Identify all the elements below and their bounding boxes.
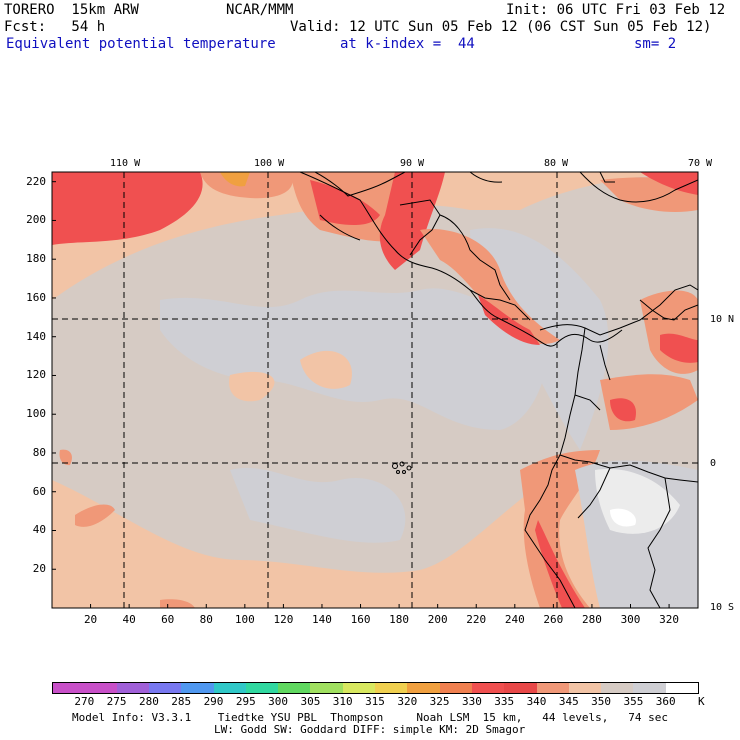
colorbar-swatch (84, 682, 118, 694)
x-grid-label: 60 (161, 613, 175, 626)
colorbar-swatch (278, 682, 311, 694)
colorbar-swatch (116, 682, 150, 694)
lon-label-110w: 110 W (110, 158, 141, 169)
colorbar-label: 280 (138, 695, 159, 708)
lon-label-100w: 100 W (254, 158, 285, 169)
lon-label-80w: 80 W (544, 158, 569, 169)
colorbar-label: 335 (494, 695, 515, 708)
physics-info: LW: Godd SW: Goddard DIFF: simple KM: 2D… (214, 723, 526, 736)
colorbar-label: 360 (655, 695, 676, 708)
y-grid-label: 220 (26, 174, 46, 188)
colorbar-label: 285 (171, 695, 192, 708)
colorbar-swatch (342, 682, 376, 694)
colorbar-swatch (665, 682, 700, 694)
y-grid-label: 200 (26, 213, 46, 227)
y-grid-label: 180 (26, 252, 46, 266)
colorbar-swatch (52, 682, 86, 694)
colorbar-label: 295 (235, 695, 256, 708)
colorbar-swatch (568, 682, 602, 694)
colorbar-label: 290 (203, 695, 224, 708)
axis-ticks (52, 181, 670, 608)
x-grid-label: 100 (234, 613, 255, 626)
colorbar-swatch (471, 682, 505, 694)
lon-label-70w: 70 W (688, 158, 713, 169)
colorbar-swatch (439, 682, 473, 694)
colorbar-swatch (601, 682, 634, 694)
forecast-hour: Fcst: 54 h (4, 19, 106, 35)
x-grid-label: 120 (273, 613, 294, 626)
colorbar-swatch (504, 682, 537, 694)
x-grid-label: 220 (466, 613, 487, 626)
model-title: TORERO 15km ARW (4, 2, 139, 18)
colorbar-swatch (407, 682, 441, 694)
x-grid-label: 140 (312, 613, 332, 626)
x-grid-label: 280 (582, 613, 602, 626)
colorbar-label: 275 (106, 695, 127, 708)
y-grid-label: 160 (26, 290, 46, 304)
colorbar-label: 305 (300, 695, 321, 708)
x-grid-label: 80 (199, 613, 213, 626)
valid-time: Valid: 12 UTC Sun 05 Feb 12 (06 CST Sun … (290, 19, 712, 35)
colorbar-label: 330 (461, 695, 482, 708)
colorbar-unit: K (698, 695, 705, 708)
x-grid-label: 300 (620, 613, 641, 626)
colorbar-label: 350 (591, 695, 612, 708)
y-grid-label: 40 (32, 523, 46, 537)
coastlines (299, 172, 698, 608)
colorbar-label: 310 (332, 695, 353, 708)
x-grid-label: 180 (389, 613, 410, 626)
y-grid-label: 80 (32, 445, 46, 459)
x-grid-label: 200 (427, 613, 448, 626)
map-frame (51, 171, 699, 609)
colorbar-label: 325 (429, 695, 450, 708)
y-grid-label: 100 (26, 407, 46, 421)
colorbar-swatch (181, 682, 214, 694)
y-grid-label: 60 (32, 484, 46, 498)
y-grid-label: 20 (32, 562, 46, 576)
lat-label-10s: 10 S (710, 602, 735, 613)
x-grid-label: 40 (122, 613, 136, 626)
lon-label-90w: 90 W (400, 158, 425, 169)
colorbar-label: 345 (558, 695, 579, 708)
lat-label-10n: 10 N (710, 314, 735, 325)
lat-label-0: 0 (710, 458, 717, 469)
y-grid-label: 140 (26, 329, 46, 343)
latlon-grid (52, 172, 698, 608)
x-grid-label: 20 (83, 613, 98, 626)
field-name: Equivalent potential temperature (6, 36, 276, 52)
colorbar-swatch (633, 682, 667, 694)
colorbar-label: 340 (526, 695, 547, 708)
colorbar-swatch (245, 682, 279, 694)
colorbar-swatch (375, 682, 408, 694)
x-grid-label: 260 (543, 613, 564, 626)
colorbar-label: 315 (365, 695, 385, 708)
colorbar-label: 270 (74, 695, 95, 708)
colorbar-swatch (148, 682, 182, 694)
temperature-field (52, 172, 698, 608)
colorbar-swatch (213, 682, 247, 694)
y-grid-label: 120 (26, 368, 46, 382)
x-grid-label: 320 (659, 613, 679, 626)
smoothing-info: sm= 2 (634, 36, 677, 52)
colorbar-label: 320 (397, 695, 418, 708)
level-info: at k-index = 44 (340, 36, 475, 52)
colorbar-swatch (536, 682, 570, 694)
center-name: NCAR/MMM (226, 2, 294, 18)
colorbar-label: 300 (268, 695, 289, 708)
x-grid-label: 160 (350, 613, 371, 626)
colorbar-label: 355 (623, 695, 644, 708)
x-grid-label: 240 (504, 613, 525, 626)
colorbar-swatch (310, 682, 344, 694)
init-time: Init: 06 UTC Fri 03 Feb 12 (506, 2, 726, 18)
model-info: Model Info: V3.3.1 Tiedtke YSU PBL Thomp… (72, 711, 669, 724)
